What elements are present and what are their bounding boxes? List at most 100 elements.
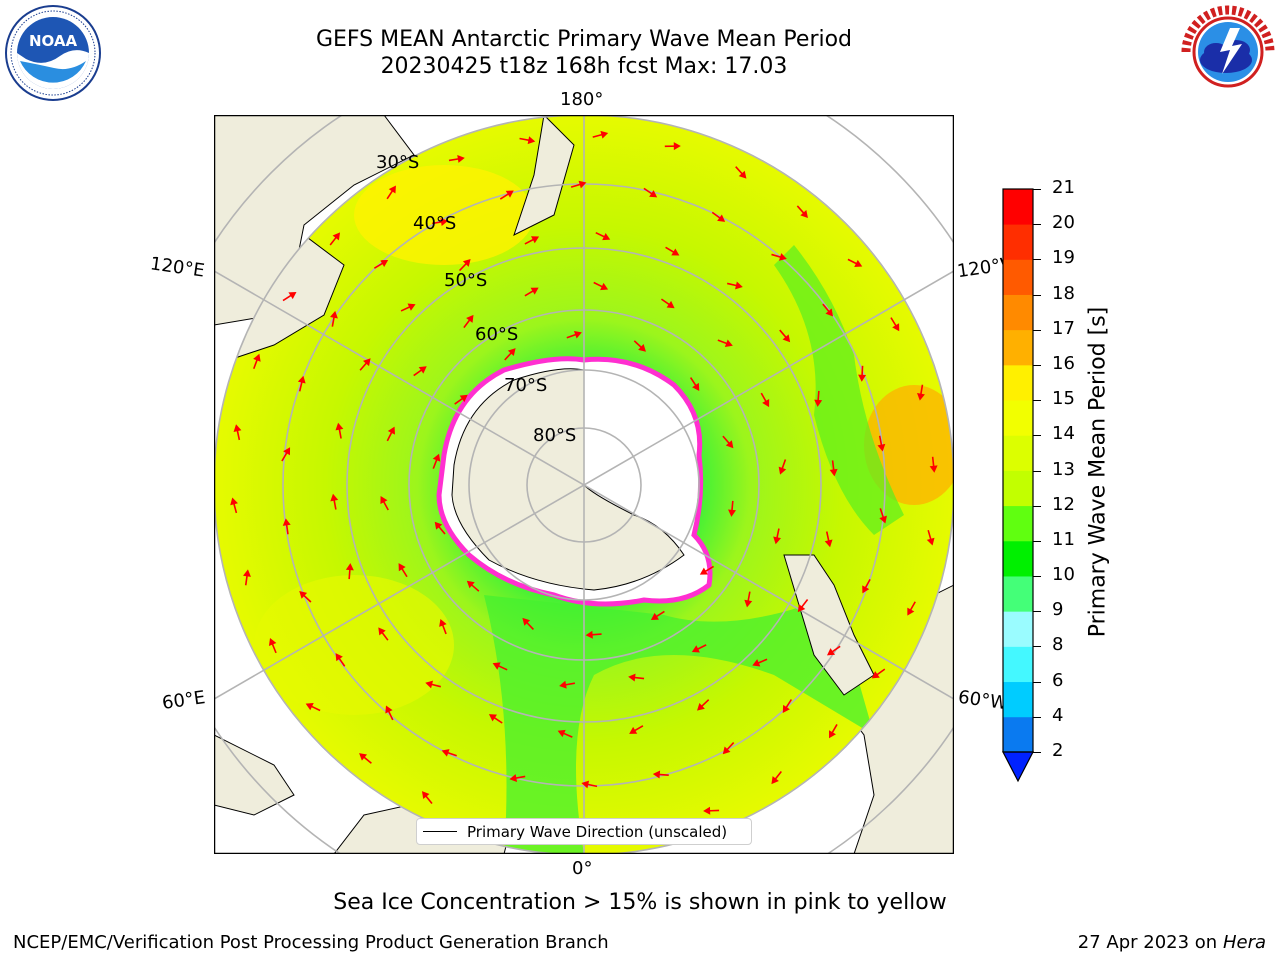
wave-direction-arrow <box>413 366 427 377</box>
parallel-label-30s: 30°S <box>376 152 420 173</box>
wave-direction-arrow <box>281 447 291 462</box>
wave-direction-arrow <box>824 531 833 548</box>
wave-direction-arrow <box>335 653 346 667</box>
parallel-label-40s: 40°S <box>413 213 457 234</box>
wave-direction-arrow <box>728 500 737 517</box>
wave-direction-arrow <box>432 453 441 469</box>
wave-direction-arrow <box>778 459 787 475</box>
colorbar-tick-label: 15 <box>1052 388 1075 410</box>
wave-direction-arrow <box>592 130 609 139</box>
wave-direction-arrow <box>439 618 447 635</box>
colorbar-tick-label: 9 <box>1052 599 1064 621</box>
chart-title: GEFS MEAN Antarctic Primary Wave Mean Pe… <box>315 27 853 52</box>
colorbar-segment <box>1003 540 1033 577</box>
parallel-label-70s: 70°S <box>504 375 548 396</box>
wave-direction-arrow <box>282 518 291 535</box>
wave-direction-arrow <box>629 725 644 734</box>
wave-direction-arrow <box>243 569 251 586</box>
wave-direction-arrow <box>929 456 938 473</box>
wave-direction-arrow <box>434 521 446 535</box>
wave-direction-arrow <box>488 714 503 724</box>
wave-direction-arrow <box>398 563 408 578</box>
wave-direction-arrow <box>879 508 887 524</box>
colorbar-tick-label: 17 <box>1052 317 1075 339</box>
colorbar-segment <box>1003 189 1033 225</box>
wave-direction-arrow <box>697 699 710 711</box>
wave-direction-arrow <box>660 298 675 309</box>
colorbar-tick-label: 19 <box>1052 247 1075 269</box>
noaa-logo-icon: NOAA <box>5 5 101 101</box>
wave-direction-arrow <box>559 680 576 689</box>
wave-direction-arrow <box>664 142 681 151</box>
wave-direction-arrow <box>628 673 645 682</box>
meridian-label-0: 0° <box>572 858 593 879</box>
map-legend: Primary Wave Direction (unscaled) <box>416 818 752 845</box>
wave-direction-arrow <box>441 749 457 757</box>
colorbar-segment <box>1003 294 1033 331</box>
meridian-label-120e: 120°E <box>148 253 206 282</box>
wave-direction-arrow <box>380 495 389 511</box>
wave-direction-arrow <box>703 806 720 815</box>
colorbar-tick-mark <box>1033 505 1041 507</box>
colorbar-tick-mark <box>1033 435 1041 437</box>
wave-direction-arrow <box>814 390 823 407</box>
colorbar-tick-mark <box>1033 364 1041 366</box>
wave-direction-arrow <box>305 703 321 712</box>
colorbar-segment <box>1003 470 1033 507</box>
colorbar <box>1002 188 1034 783</box>
wave-direction-arrow <box>504 348 516 361</box>
colorbar-segment <box>1003 646 1033 683</box>
wave-direction-arrow <box>230 497 238 514</box>
wave-direction-arrow <box>378 627 389 641</box>
wave-direction-arrow <box>771 771 782 785</box>
colorbar-tick-label: 2 <box>1052 740 1064 761</box>
colorbar-tick-label: 18 <box>1052 282 1075 304</box>
colorbar-segment <box>1003 611 1033 647</box>
wave-direction-arrow <box>233 424 242 441</box>
parallel-label-60s: 60°S <box>475 324 519 345</box>
wave-direction-arrow <box>796 205 808 218</box>
colorbar-segment <box>1003 329 1033 366</box>
colorbar-tick-mark <box>1033 576 1041 578</box>
wave-direction-arrow <box>722 435 734 449</box>
wave-direction-arrow <box>585 630 602 639</box>
wave-direction-arrow <box>643 187 658 198</box>
wave-direction-arrows <box>230 130 938 840</box>
wave-direction-arrow <box>359 358 371 371</box>
wave-direction-arrow <box>771 253 787 261</box>
colorbar-tick-mark <box>1033 294 1041 296</box>
wave-direction-arrow <box>917 384 925 401</box>
wave-direction-arrow <box>797 598 809 613</box>
colorbar-tick-label: 10 <box>1052 564 1075 586</box>
colorbar-tick-mark <box>1033 329 1041 331</box>
wave-direction-arrow <box>773 528 782 545</box>
wave-direction-arrow <box>421 791 433 805</box>
wave-direction-arrow <box>691 644 707 653</box>
wave-direction-arrow <box>454 394 468 405</box>
wave-direction-arrow <box>359 753 372 764</box>
colorbar-segment <box>1003 364 1033 401</box>
wave-direction-arrow <box>752 658 768 667</box>
wave-direction-arrow <box>458 259 471 272</box>
meridian-label-60e: 60°E <box>160 687 207 714</box>
wave-direction-arrow <box>432 218 448 226</box>
wave-direction-arrow <box>522 617 535 631</box>
wave-direction-arrow <box>926 529 935 546</box>
colorbar-label: Primary Wave Mean Period [s] <box>1085 306 1111 638</box>
colorbar-tick-mark <box>1033 400 1041 402</box>
wave-direction-arrow <box>665 246 680 256</box>
wave-direction-arrow <box>345 563 354 580</box>
colorbar-tick-mark <box>1033 646 1041 648</box>
wave-direction-arrow <box>386 185 396 200</box>
wave-direction-arrow <box>890 317 900 332</box>
legend-label: Primary Wave Direction (unscaled) <box>467 822 728 841</box>
wave-direction-arrow <box>829 460 838 477</box>
graticule <box>214 115 954 854</box>
colorbar-tick-label: 12 <box>1052 493 1075 515</box>
wave-direction-arrow <box>400 303 416 312</box>
parallel-label-50s: 50°S <box>444 270 488 291</box>
wave-direction-arrow <box>524 287 539 297</box>
colorbar-tick-label: 14 <box>1052 423 1075 445</box>
wave-direction-arrow <box>711 211 726 222</box>
footer-date-text: 27 Apr 2023 on <box>1077 932 1223 953</box>
